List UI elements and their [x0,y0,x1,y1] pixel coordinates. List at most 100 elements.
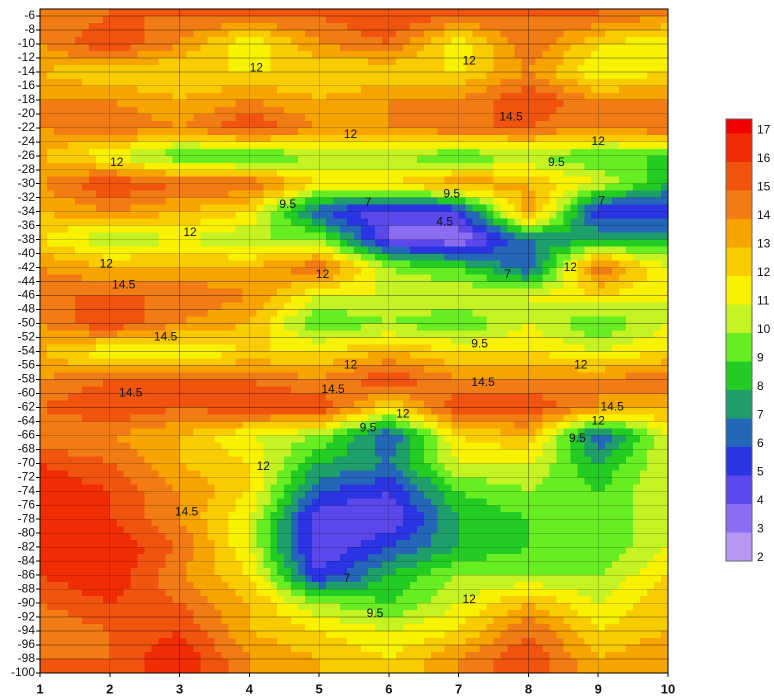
contour-cell [193,197,201,206]
contour-cell [81,9,90,17]
contour-cell [228,638,236,646]
contour-cell [172,330,181,339]
contour-cell [88,197,97,206]
contour-cell [388,309,397,318]
contour-cell [305,365,313,373]
contour-cell [95,477,104,485]
contour-cell [102,337,111,345]
contour-cell [60,309,69,318]
contour-cell [263,190,271,199]
contour-cell [144,281,153,290]
contour-cell [123,9,132,17]
contour-cell [228,106,236,115]
contour-cell [395,344,404,352]
contour-cell [347,295,355,304]
contour-cell [312,477,320,485]
contour-cell [123,218,132,227]
contour-cell [381,337,390,345]
contour-cell [214,162,222,171]
contour-cell [256,477,264,485]
contour-cell [263,393,271,401]
contour-cell [53,323,62,332]
contour-cell [214,92,222,101]
contour-cell [130,645,139,653]
contour-cell [60,148,69,157]
contour-cell [374,666,383,674]
contour-cell [333,617,341,625]
contour-cell [109,22,118,31]
contour-cell [256,78,264,87]
contour-cell [256,92,264,101]
contour-cell [354,337,362,345]
contour-cell [172,162,181,171]
contour-cell [207,36,215,45]
contour-cell [214,533,222,541]
contour-cell [249,190,257,199]
contour-cell [340,106,348,115]
contour-cell [395,204,404,213]
contour-cell [200,99,208,108]
contour-cell [40,575,48,583]
contour-cell [319,190,327,199]
contour-cell [374,589,383,597]
contour-cell [277,484,285,492]
contour-cell [81,386,90,394]
contour-cell [256,148,264,157]
contour-cell [137,603,146,611]
contour-cell [144,421,153,429]
contour-cell [53,589,62,597]
contour-cell [347,78,355,87]
contour-cell [40,106,48,115]
contour-cell [172,652,181,660]
contour-cell [46,239,55,248]
contour-cell [249,36,257,45]
contour-cell [40,78,48,87]
contour-cell [165,92,174,101]
contour-cell [235,470,243,478]
contour-cell [81,526,90,534]
contour-cell [74,624,83,632]
contour-cell [235,99,243,108]
contour-cell [40,512,48,520]
contour-cell [367,36,376,45]
contour-cell [40,568,48,576]
contour-cell [284,568,292,576]
contour-cell [388,421,397,429]
contour-cell [40,22,48,31]
contour-cell [221,134,229,143]
contour-cell [88,351,97,359]
contour-cell [214,43,222,52]
contour-cell [326,477,334,485]
contour-cell [319,407,327,415]
contour-cell [200,617,208,625]
contour-cell [305,162,313,171]
contour-cell [235,568,243,576]
contour-cell [381,379,390,387]
contour-cell [60,246,69,255]
contour-cell [130,477,139,485]
contour-cell [130,71,139,80]
contour-cell [340,36,348,45]
contour-cell [158,505,167,513]
contour-cell [284,505,292,513]
contour-cell [179,50,188,59]
contour-cell [235,428,243,436]
contour-cell [151,134,160,143]
contour-cell [200,477,208,485]
contour-cell [130,141,139,150]
contour-cell [360,631,369,639]
contour-cell [123,631,132,639]
contour-cell [221,393,229,401]
contour-cell [81,120,90,129]
contour-cell [179,218,188,227]
contour-cell [179,36,188,45]
contour-cell [74,113,83,122]
contour-cell [130,9,139,17]
contour-cell [388,463,397,471]
contour-cell [74,442,83,450]
contour-cell [40,610,48,618]
contour-cell [151,323,160,332]
contour-cell [374,449,383,457]
contour-cell [179,540,188,548]
contour-cell [367,92,376,101]
